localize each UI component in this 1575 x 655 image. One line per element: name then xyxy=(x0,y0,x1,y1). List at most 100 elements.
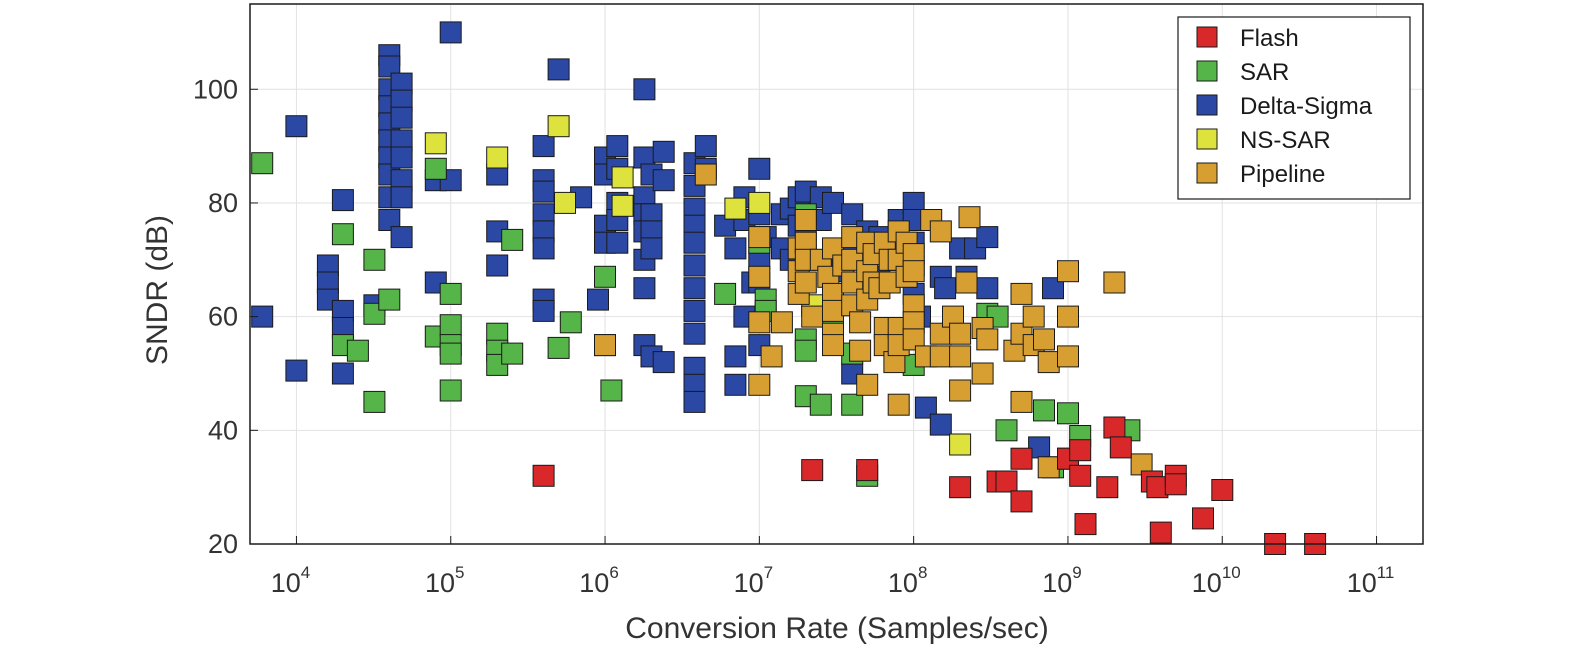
legend-swatch xyxy=(1196,162,1218,184)
point-delta-sigma xyxy=(652,140,675,163)
point-sar xyxy=(439,342,462,365)
point-pipeline xyxy=(902,328,925,351)
point-delta-sigma xyxy=(633,277,656,300)
point-pipeline xyxy=(748,311,771,334)
x-tick-label: 104 xyxy=(271,563,311,598)
point-ns-sar xyxy=(547,115,570,138)
point-ns-sar xyxy=(424,132,447,155)
point-pipeline xyxy=(856,373,879,396)
point-delta-sigma xyxy=(683,277,706,300)
point-delta-sigma xyxy=(748,157,771,180)
point-sar xyxy=(501,228,524,251)
point-delta-sigma xyxy=(331,362,354,385)
point-sar xyxy=(1057,402,1079,425)
point-pipeline xyxy=(1033,328,1055,351)
point-pipeline xyxy=(949,345,972,368)
point-ns-sar xyxy=(611,194,634,217)
point-flash xyxy=(1096,476,1119,499)
point-delta-sigma xyxy=(683,254,706,277)
point-flash xyxy=(1103,416,1126,439)
point-sar xyxy=(424,157,447,180)
point-pipeline xyxy=(887,393,910,416)
point-delta-sigma xyxy=(285,359,308,382)
point-delta-sigma xyxy=(390,106,413,129)
point-delta-sigma xyxy=(929,413,952,436)
point-delta-sigma xyxy=(914,396,937,419)
legend-swatch xyxy=(1196,128,1218,150)
point-delta-sigma xyxy=(724,345,747,368)
point-pipeline xyxy=(694,163,717,186)
point-pipeline xyxy=(949,379,972,402)
point-pipeline xyxy=(1057,260,1079,283)
point-ns-sar xyxy=(724,197,747,220)
point-flash xyxy=(1069,464,1092,487)
x-tick-label: 105 xyxy=(425,563,465,598)
y-tick-label: 80 xyxy=(208,188,238,218)
point-flash xyxy=(995,470,1018,493)
point-delta-sigma xyxy=(390,146,413,169)
point-delta-sigma xyxy=(822,191,844,214)
point-flash xyxy=(949,476,972,499)
point-delta-sigma xyxy=(532,180,555,203)
point-flash xyxy=(1010,490,1033,513)
point-pipeline xyxy=(929,220,952,243)
point-pipeline xyxy=(971,362,994,385)
point-delta-sigma xyxy=(390,226,413,249)
point-flash xyxy=(856,459,879,482)
point-flash xyxy=(532,464,555,487)
point-ns-sar xyxy=(949,433,972,456)
point-delta-sigma xyxy=(532,237,555,260)
point-pipeline xyxy=(976,328,999,351)
point-ns-sar xyxy=(486,146,509,169)
legend-label: SAR xyxy=(1240,59,1289,86)
point-ns-sar xyxy=(748,191,771,214)
point-ns-sar xyxy=(611,166,634,189)
point-pipeline xyxy=(1057,305,1079,328)
point-flash xyxy=(1109,436,1132,459)
point-sar xyxy=(547,336,570,359)
legend: Flash SAR Delta-Sigma NS-SAR Pipeline xyxy=(1177,16,1411,200)
point-pipeline xyxy=(849,311,872,334)
point-pipeline xyxy=(949,322,972,345)
y-tick-label: 20 xyxy=(208,529,238,559)
legend-label: Pipeline xyxy=(1240,161,1325,188)
point-pipeline xyxy=(958,206,981,229)
point-delta-sigma xyxy=(976,277,999,300)
point-sar xyxy=(378,288,401,311)
point-pipeline xyxy=(760,345,783,368)
point-pipeline xyxy=(1037,456,1060,479)
point-delta-sigma xyxy=(652,169,675,192)
point-delta-sigma xyxy=(683,390,706,413)
point-sar xyxy=(559,311,582,334)
point-pipeline xyxy=(770,311,793,334)
point-delta-sigma xyxy=(378,209,401,231)
point-pipeline xyxy=(849,339,872,362)
point-flash xyxy=(1192,507,1214,530)
point-sar xyxy=(1033,399,1055,422)
point-ns-sar xyxy=(554,191,576,214)
point-flash xyxy=(1149,521,1172,544)
legend-label: NS-SAR xyxy=(1240,127,1331,154)
point-flash xyxy=(1146,476,1169,499)
point-delta-sigma xyxy=(640,237,663,260)
legend-swatch xyxy=(1196,60,1218,82)
x-axis-title: Conversion Rate (Samples/sec) xyxy=(625,612,1049,645)
legend-swatch xyxy=(1196,26,1218,48)
legend-swatch xyxy=(1196,94,1218,116)
point-pipeline xyxy=(594,334,616,357)
y-tick-label: 60 xyxy=(208,302,238,332)
point-delta-sigma xyxy=(532,135,555,158)
marker-layer xyxy=(251,21,1327,555)
point-delta-sigma xyxy=(587,288,609,311)
point-sar xyxy=(714,282,737,305)
point-pipeline xyxy=(955,271,978,294)
point-delta-sigma xyxy=(439,21,462,44)
point-pipeline xyxy=(801,305,824,328)
point-pipeline xyxy=(748,373,771,396)
point-pipeline xyxy=(1010,390,1033,413)
point-flash xyxy=(1069,439,1092,462)
point-sar xyxy=(346,339,369,362)
point-pipeline xyxy=(822,334,844,357)
point-pipeline xyxy=(1103,271,1126,294)
